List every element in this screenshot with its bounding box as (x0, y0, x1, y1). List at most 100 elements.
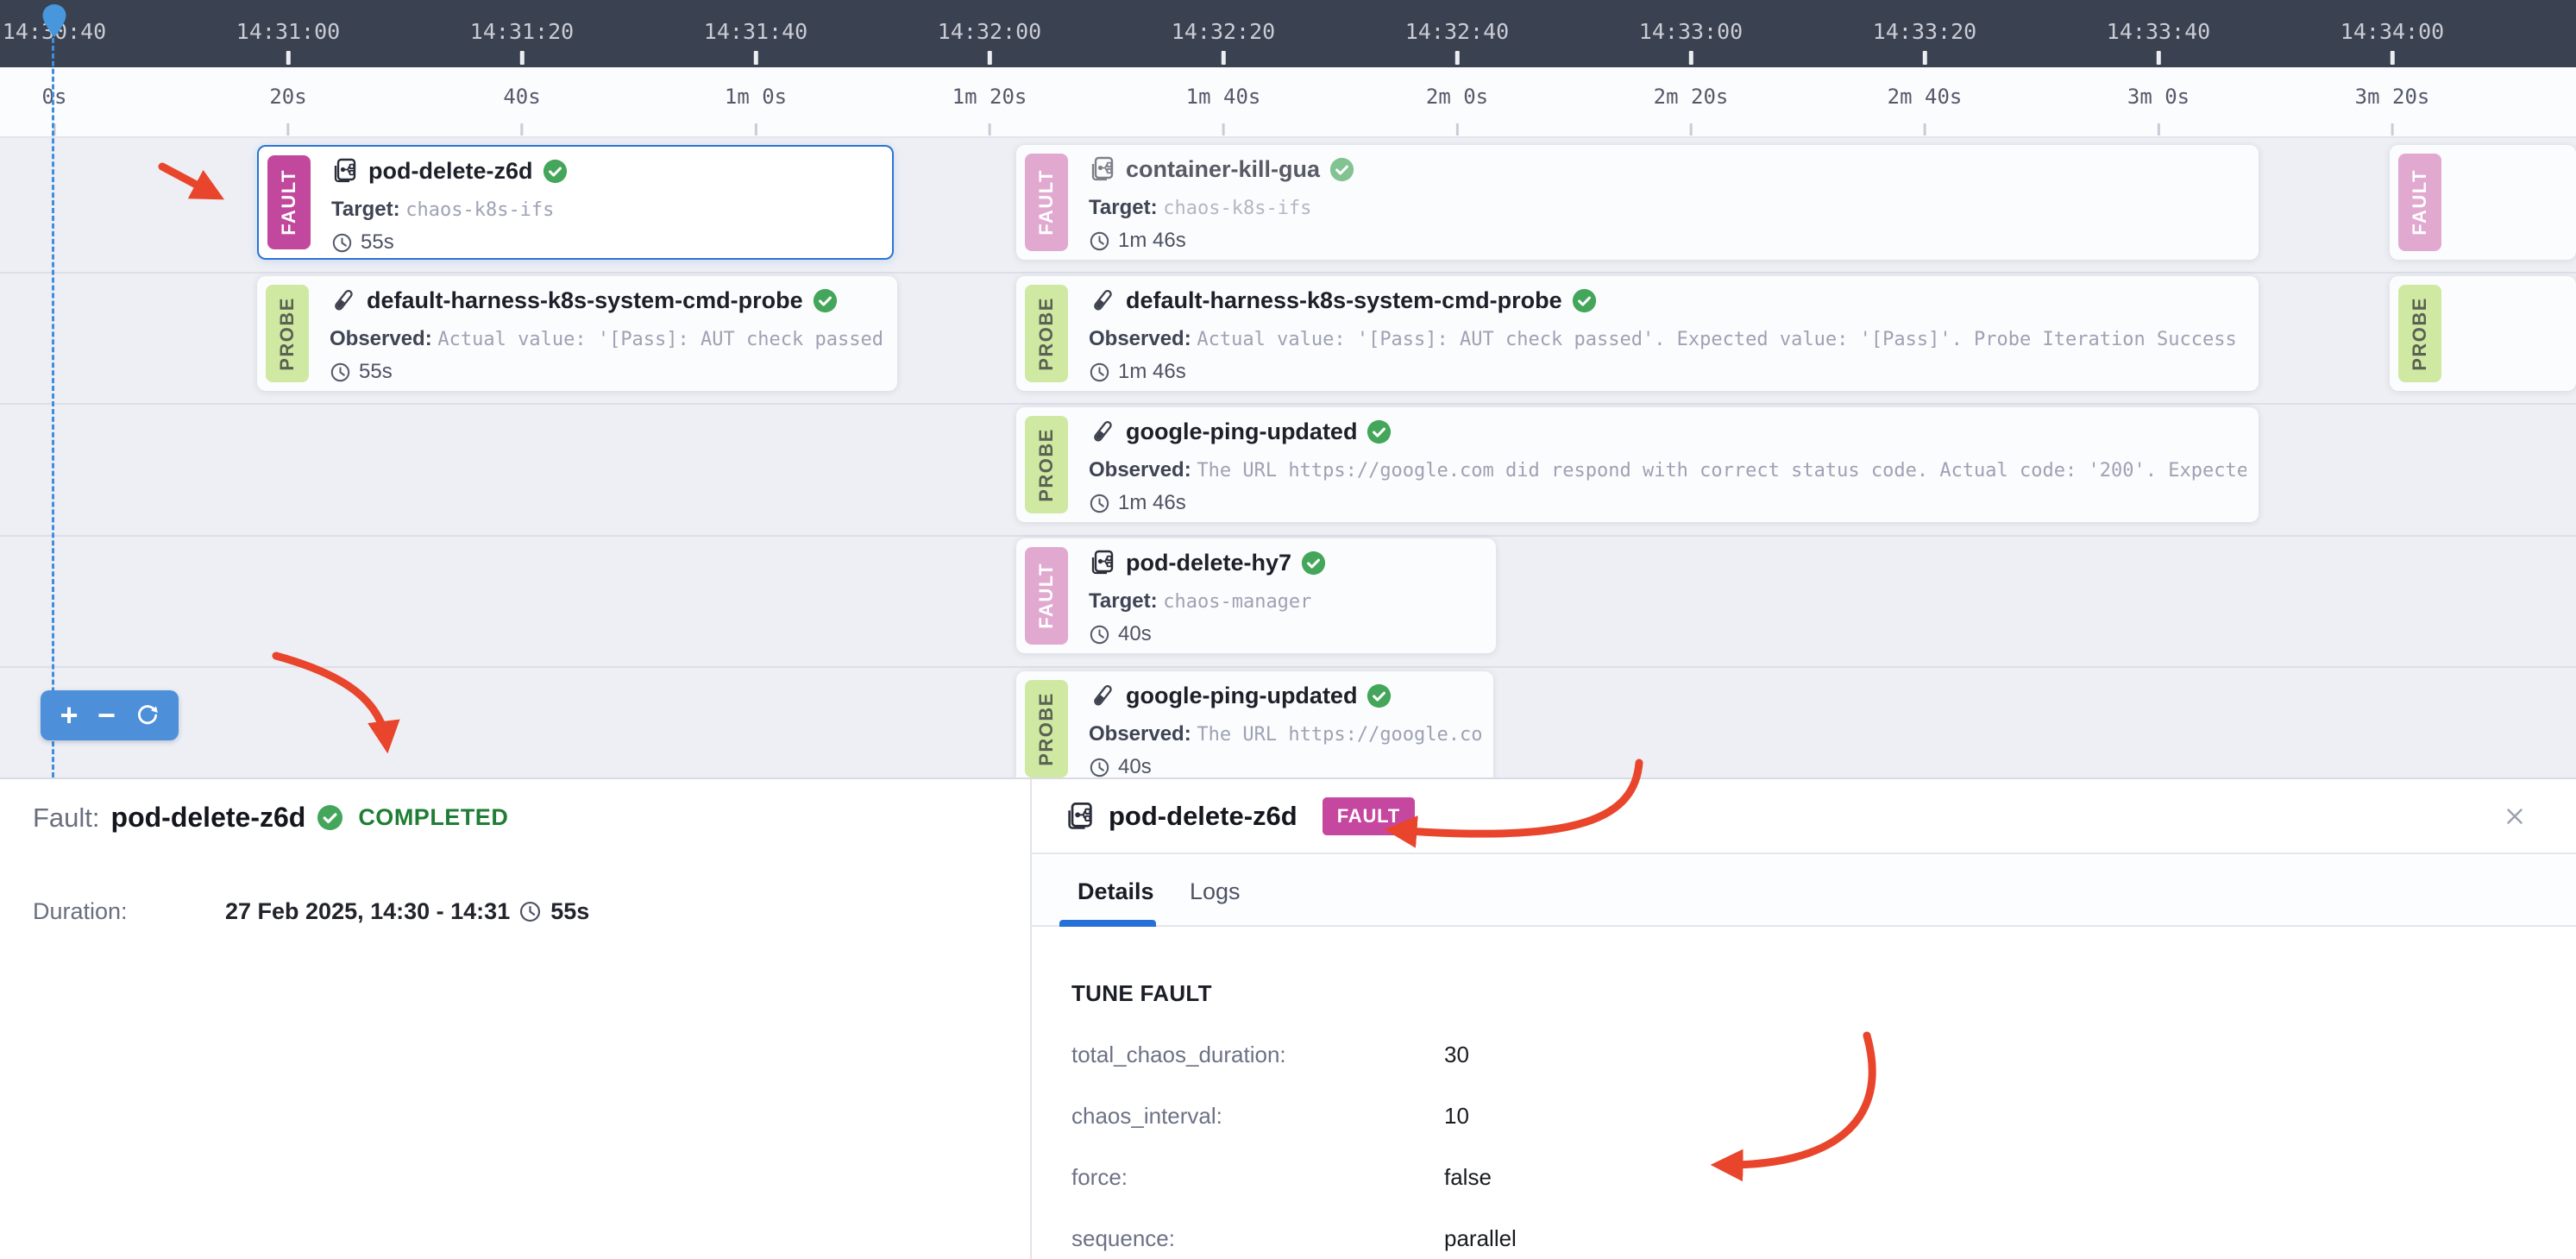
fault-type-badge: FAULT (1322, 796, 1415, 835)
fault-summary-panel: Fault: pod-delete-z6d COMPLETED Duration… (0, 779, 1030, 1259)
rel-time-label: 2m 20s (1654, 67, 1728, 136)
fault-icon (1089, 155, 1116, 183)
fault-icon (1065, 801, 1096, 832)
card-duration: 1m 46s (1118, 360, 1186, 383)
card-meta-label: Observed: (1089, 458, 1191, 482)
property-row: sequence: parallel (1071, 1225, 2541, 1252)
card-meta-value: chaos-k8s-ifs (405, 199, 555, 221)
card-meta-label: Observed: (1089, 327, 1191, 350)
fault-name: pod-delete-z6d (110, 802, 306, 833)
card-duration: 1m 46s (1118, 229, 1186, 252)
success-check-icon (543, 159, 568, 184)
timeline-card-fault-clipped[interactable]: FAULT (2390, 145, 2576, 260)
detail-tabs: Details Logs (1032, 856, 2576, 927)
close-icon[interactable] (2502, 803, 2528, 829)
zoom-in-button[interactable]: + (60, 697, 79, 733)
abs-time-label: 14:32:20 (1172, 0, 1275, 67)
property-value: parallel (1444, 1225, 1517, 1251)
abs-time-label: 14:32:40 (1405, 0, 1509, 67)
property-key: force: (1071, 1164, 1128, 1190)
success-check-icon (1301, 551, 1326, 576)
active-tab-indicator (1059, 920, 1156, 927)
duration-time: 55s (550, 898, 590, 924)
card-duration: 40s (1118, 622, 1152, 645)
fault-type-badge: FAULT (267, 155, 311, 249)
property-key: chaos_interval: (1071, 1103, 1222, 1129)
tab-logs[interactable]: Logs (1190, 878, 1241, 904)
fault-type-badge: FAULT (2398, 154, 2441, 251)
abs-time-label: 14:33:20 (1873, 0, 1976, 67)
property-value: 10 (1444, 1103, 1469, 1129)
success-check-icon (317, 804, 343, 831)
probe-icon (330, 286, 357, 314)
timeline-card-probe-google-ping-2[interactable]: PROBE google-ping-updated Observed: The … (1016, 671, 1493, 777)
timeline-card-fault-pod-delete-z6d[interactable]: FAULT pod-delete-z6d Target: chaos-k8s-i… (257, 145, 894, 260)
rel-time-label: 1m 20s (952, 67, 1027, 136)
bottom-detail-area: Fault: pod-delete-z6d COMPLETED Duration… (0, 777, 2576, 1259)
zoom-out-button[interactable]: − (97, 697, 116, 733)
timeline-zoom-controls: + − (41, 690, 179, 740)
clock-icon (1089, 230, 1110, 252)
timeline-card-probe-clipped[interactable]: PROBE (2390, 276, 2576, 391)
card-meta-label: Observed: (330, 327, 432, 350)
probe-type-badge: PROBE (1025, 285, 1068, 382)
card-meta-value: chaos-manager (1163, 591, 1312, 613)
property-value: 30 (1444, 1042, 1469, 1067)
abs-time-label: 14:31:20 (470, 0, 574, 67)
clock-icon (1089, 757, 1110, 778)
clock-icon (518, 900, 542, 923)
abs-time-label: 14:32:00 (938, 0, 1041, 67)
success-check-icon (1367, 419, 1392, 444)
card-title: pod-delete-z6d (368, 157, 533, 184)
card-title: default-harness-k8s-system-cmd-probe (1126, 286, 1562, 313)
fault-icon (1089, 549, 1116, 576)
fault-summary-title: Fault: pod-delete-z6d COMPLETED (33, 802, 508, 834)
refresh-button[interactable] (135, 703, 160, 727)
probe-type-badge: PROBE (266, 285, 309, 382)
card-duration: 55s (359, 360, 393, 383)
card-meta-value: chaos-k8s-ifs (1163, 198, 1312, 219)
probe-icon (1089, 418, 1116, 445)
fault-label: Fault: (33, 802, 100, 833)
property-value: false (1444, 1164, 1492, 1190)
card-meta-label: Target: (331, 198, 400, 221)
timeline-relative-ruler[interactable]: 0s 20s 40s 1m 0s 1m 20s 1m 40s 2m 0s 2m … (0, 67, 2576, 138)
timeline-card-probe-google-ping-1[interactable]: PROBE google-ping-updated Observed: The … (1016, 407, 2259, 522)
card-duration: 1m 46s (1118, 491, 1186, 514)
probe-type-badge: PROBE (1025, 680, 1068, 777)
timeline-card-probe-cmd-probe-2[interactable]: PROBE default-harness-k8s-system-cmd-pro… (1016, 276, 2259, 391)
card-duration: 55s (361, 230, 394, 254)
rel-time-label: 0s (42, 67, 66, 136)
card-title: default-harness-k8s-system-cmd-probe (367, 286, 803, 313)
success-check-icon (813, 288, 838, 313)
section-title: TUNE FAULT (1071, 980, 1212, 1006)
card-title: pod-delete-hy7 (1126, 549, 1292, 576)
clock-icon (331, 232, 353, 254)
abs-time-label: 14:33:00 (1639, 0, 1743, 67)
fault-type-badge: FAULT (1025, 547, 1068, 645)
fault-icon (331, 157, 359, 185)
timeline-card-fault-pod-delete-hy7[interactable]: FAULT pod-delete-hy7 Target: chaos-manag… (1016, 538, 1496, 653)
timeline-card-fault-container-kill-gua[interactable]: FAULT container-kill-gua Target: chaos-k… (1016, 145, 2259, 260)
card-meta-label: Target: (1089, 196, 1158, 219)
property-key: sequence: (1071, 1225, 1175, 1251)
card-duration: 40s (1118, 755, 1152, 777)
playhead-marker[interactable] (41, 3, 67, 38)
card-meta-value: The URL https://google.com… (1197, 724, 1481, 746)
card-meta-value: The URL https://google.com did respond w… (1197, 460, 2246, 482)
card-meta-value: Actual value: '[Pass]: AUT check passed'… (1197, 329, 2246, 350)
timeline-card-probe-cmd-probe-1[interactable]: PROBE default-harness-k8s-system-cmd-pro… (257, 276, 897, 391)
abs-time-label: 14:33:40 (2107, 0, 2210, 67)
abs-time-label: 14:34:00 (2340, 0, 2444, 67)
card-title: google-ping-updated (1126, 682, 1358, 708)
rel-time-label: 3m 20s (2355, 67, 2429, 136)
tab-details[interactable]: Details (1078, 878, 1154, 904)
card-meta-label: Target: (1089, 589, 1158, 613)
abs-time-label: 14:31:40 (704, 0, 807, 67)
probe-icon (1089, 682, 1116, 709)
timeline-absolute-ruler[interactable]: 14:30:40 14:31:00 14:31:20 14:31:40 14:3… (0, 0, 2576, 67)
card-meta-label: Observed: (1089, 722, 1191, 746)
property-key: total_chaos_duration: (1071, 1042, 1286, 1067)
property-row: force: false (1071, 1164, 2541, 1191)
